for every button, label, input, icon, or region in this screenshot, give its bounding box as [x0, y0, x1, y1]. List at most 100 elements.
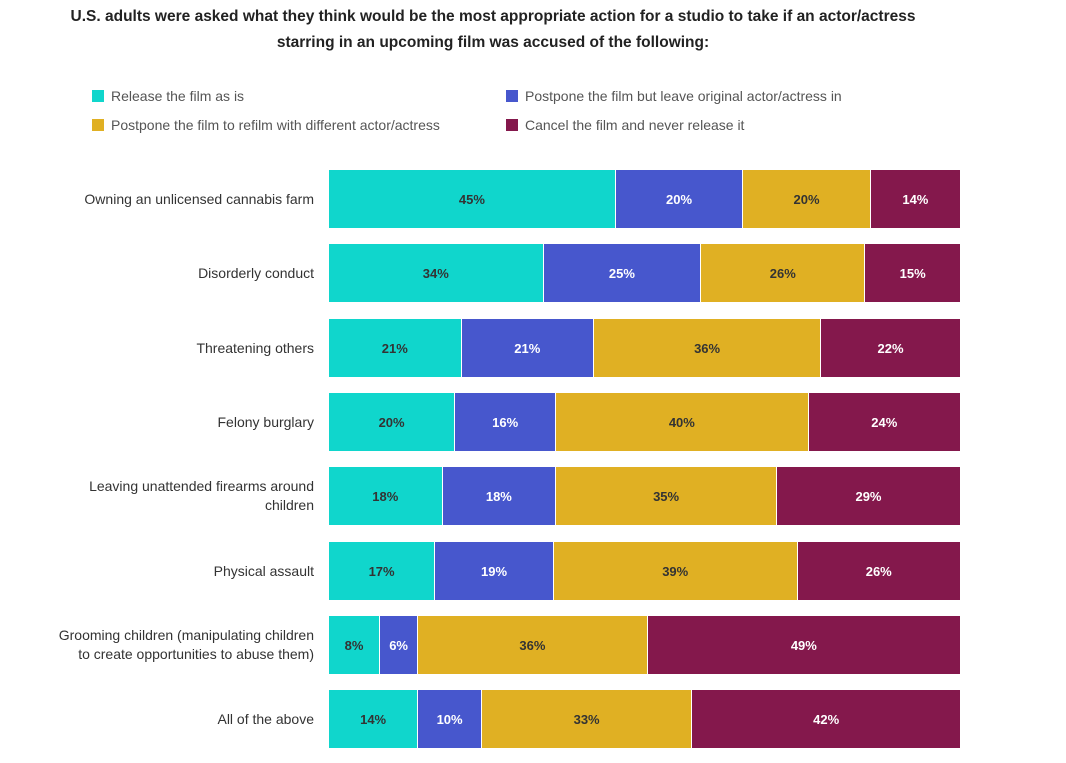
- data-label: 40%: [668, 414, 695, 430]
- legend-item-cancel: Cancel the film and never release it: [506, 117, 744, 133]
- bar-segment: 26%: [797, 542, 960, 600]
- category-label-line: Disorderly conduct: [198, 264, 314, 281]
- legend-item-postpone-refilm: Postpone the film to refilm with differe…: [92, 117, 440, 133]
- data-label: 16%: [492, 414, 519, 430]
- category-label-line: Grooming children (manipulating children: [58, 627, 314, 643]
- data-label: 42%: [813, 711, 840, 727]
- chart-title: U.S. adults were asked what they think w…: [0, 4, 986, 56]
- data-label: 36%: [519, 637, 546, 653]
- data-label: 20%: [666, 191, 693, 207]
- data-label: 19%: [481, 563, 508, 579]
- legend-label-cancel: Cancel the film and never release it: [525, 117, 745, 133]
- legend-swatch-release: [92, 90, 104, 102]
- bar-row: 34% 25% 26% 15%: [329, 244, 960, 302]
- legend-item-release: Release the film as is: [92, 88, 244, 104]
- data-label: 10%: [436, 711, 463, 727]
- bar-segment: 20%: [329, 393, 456, 451]
- category-label: Grooming children (manipulating children…: [14, 626, 314, 664]
- legend-label-release: Release the film as is: [111, 88, 245, 104]
- category-label-line: Leaving unattended firearms around: [89, 478, 314, 494]
- category-label-line: Owning an unlicensed cannabis farm: [84, 190, 314, 207]
- data-label: 14%: [902, 191, 929, 207]
- bar-segment: 18%: [329, 467, 443, 525]
- bar-segment: 49%: [647, 616, 960, 674]
- bar-row: 17% 19% 39% 26%: [329, 542, 960, 600]
- bar-row: 18% 18% 35% 29%: [329, 467, 960, 525]
- data-label: 45%: [458, 191, 485, 207]
- bar-segment: 6%: [379, 616, 419, 674]
- chart-title-line-1: U.S. adults were asked what they think w…: [70, 8, 916, 25]
- data-label: 20%: [793, 191, 820, 207]
- bar-segment: 39%: [553, 542, 798, 600]
- data-label: 20%: [378, 414, 405, 430]
- bar-segment: 8%: [329, 616, 380, 674]
- category-label: Leaving unattended firearms around childr…: [14, 477, 314, 515]
- bar-segment: 42%: [692, 690, 960, 748]
- bar-row: 21% 21% 36% 22%: [329, 319, 960, 377]
- bar-segment: 14%: [870, 170, 960, 228]
- bar-segment: 20%: [615, 170, 744, 228]
- bar-segment: 10%: [418, 690, 482, 748]
- legend-item-postpone-keep: Postpone the film but leave original act…: [506, 88, 842, 104]
- data-label: 14%: [360, 711, 387, 727]
- bar-row: 20% 16% 40% 24%: [329, 393, 960, 451]
- bar-row: 14% 10% 33% 42%: [329, 690, 960, 748]
- category-label-line: Physical assault: [213, 562, 314, 579]
- category-label-line: Threatening others: [196, 339, 314, 356]
- category-label: Felony burglary: [14, 413, 315, 432]
- data-label: 26%: [865, 563, 892, 579]
- bar-segment: 18%: [442, 467, 557, 525]
- data-label: 33%: [573, 711, 600, 727]
- bar-segment: 22%: [821, 319, 960, 377]
- bar-segment: 24%: [808, 393, 960, 451]
- bar-segment: 36%: [594, 319, 822, 377]
- bar-segment: 40%: [556, 393, 809, 451]
- bar-segment: 17%: [329, 542, 436, 600]
- bar-row: 8% 6% 36% 49%: [329, 616, 960, 674]
- bar-segment: 29%: [777, 467, 960, 525]
- bar-segment: 15%: [865, 244, 960, 302]
- legend-swatch-postpone-refilm: [92, 119, 104, 131]
- bar-segment: 14%: [329, 690, 419, 748]
- bar-segment: 19%: [435, 542, 554, 600]
- data-label: 35%: [653, 488, 680, 504]
- data-label: 21%: [514, 340, 541, 356]
- category-label: Threatening others: [14, 339, 314, 358]
- legend-swatch-cancel: [506, 119, 518, 131]
- bar-segment: 33%: [481, 690, 693, 748]
- data-label: 39%: [662, 563, 689, 579]
- bar-segment: 26%: [701, 244, 866, 302]
- data-label: 34%: [422, 265, 449, 281]
- data-label: 18%: [372, 488, 399, 504]
- chart-title-line-2: starring in an upcoming film was accused…: [276, 34, 710, 51]
- data-label: 49%: [790, 637, 817, 653]
- data-label: 26%: [769, 265, 796, 281]
- bar-segment: 20%: [743, 170, 871, 228]
- bar-segment: 36%: [418, 616, 648, 674]
- data-label: 36%: [694, 340, 721, 356]
- data-label: 17%: [368, 563, 395, 579]
- bar-segment: 16%: [455, 393, 557, 451]
- data-label: 6%: [389, 637, 408, 653]
- category-label: Owning an unlicensed cannabis farm: [14, 190, 314, 209]
- data-label: 21%: [381, 340, 408, 356]
- category-label: Physical assault: [14, 562, 314, 581]
- bar-row: 45% 20% 20% 14%: [329, 170, 960, 228]
- data-label: 22%: [877, 340, 904, 356]
- data-label: 24%: [871, 414, 898, 430]
- category-label-line: children: [264, 497, 314, 513]
- category-label-line: to create opportunities to abuse them): [78, 646, 314, 662]
- legend-label-postpone-keep: Postpone the film but leave original act…: [525, 88, 842, 104]
- data-label: 29%: [855, 488, 882, 504]
- category-label-line: Felony burglary: [217, 413, 315, 430]
- legend-swatch-postpone-keep: [506, 90, 518, 102]
- category-label: Disorderly conduct: [14, 264, 314, 283]
- data-label: 18%: [485, 488, 512, 504]
- bar-segment: 35%: [556, 467, 777, 525]
- category-label-line: All of the above: [217, 710, 314, 727]
- data-label: 8%: [344, 637, 364, 653]
- data-label: 25%: [608, 265, 635, 281]
- bar-segment: 45%: [329, 170, 616, 228]
- bar-segment: 25%: [543, 244, 702, 302]
- bar-segment: 34%: [329, 244, 544, 302]
